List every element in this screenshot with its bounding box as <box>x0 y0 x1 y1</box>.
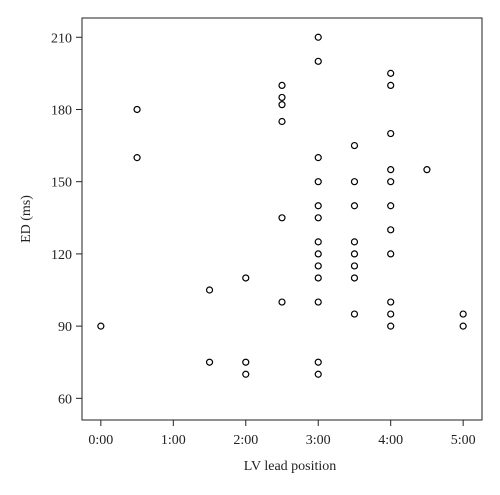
y-tick-label: 150 <box>51 176 72 191</box>
point <box>387 226 395 234</box>
point <box>314 370 322 378</box>
point <box>350 274 359 282</box>
x-tick-label: 3:00 <box>306 433 331 448</box>
y-tick-label: 60 <box>58 392 72 407</box>
point <box>242 274 250 282</box>
point <box>314 33 322 41</box>
point <box>387 310 395 318</box>
point <box>314 57 322 65</box>
point <box>97 322 105 330</box>
point <box>387 202 395 210</box>
point <box>314 202 322 210</box>
point <box>350 178 359 186</box>
point <box>350 202 359 210</box>
point <box>387 322 395 330</box>
point <box>314 214 322 222</box>
point <box>278 214 286 222</box>
point <box>387 81 395 90</box>
point <box>350 238 359 246</box>
point <box>278 117 286 126</box>
point <box>314 262 322 270</box>
point <box>242 370 250 378</box>
y-tick-label: 210 <box>51 31 72 46</box>
point <box>387 129 395 138</box>
y-tick-label: 90 <box>58 320 72 335</box>
y-axis-label: ED (ms) <box>19 195 34 243</box>
point <box>205 358 214 366</box>
point <box>387 250 395 258</box>
point <box>350 141 359 150</box>
point <box>242 358 250 366</box>
point <box>387 298 395 306</box>
point <box>387 178 395 186</box>
point <box>314 154 322 162</box>
x-tick-label: 2:00 <box>233 433 258 448</box>
point <box>278 298 286 306</box>
point <box>278 101 286 109</box>
point <box>133 105 141 114</box>
x-tick-label: 5:00 <box>451 433 476 448</box>
plot-frame <box>81 17 483 421</box>
point <box>205 286 214 294</box>
point <box>387 69 395 77</box>
point <box>459 322 467 330</box>
point <box>278 93 286 102</box>
point <box>314 178 322 186</box>
point <box>314 274 322 282</box>
point <box>350 262 359 270</box>
y-tick-label: 120 <box>51 248 72 263</box>
point <box>133 154 141 162</box>
x-tick-label: 0:00 <box>88 433 113 448</box>
y-tick-label: 180 <box>51 103 72 118</box>
point <box>459 310 467 318</box>
point <box>387 166 395 174</box>
point <box>314 250 322 258</box>
x-tick-label: 1:00 <box>161 433 186 448</box>
point <box>278 81 286 90</box>
point <box>314 358 322 366</box>
x-tick-label: 4:00 <box>378 433 403 448</box>
point <box>314 298 322 306</box>
x-axis-label: LV lead position <box>244 459 337 474</box>
point <box>314 238 322 246</box>
point <box>350 250 359 258</box>
point <box>423 166 431 174</box>
point <box>350 310 359 318</box>
